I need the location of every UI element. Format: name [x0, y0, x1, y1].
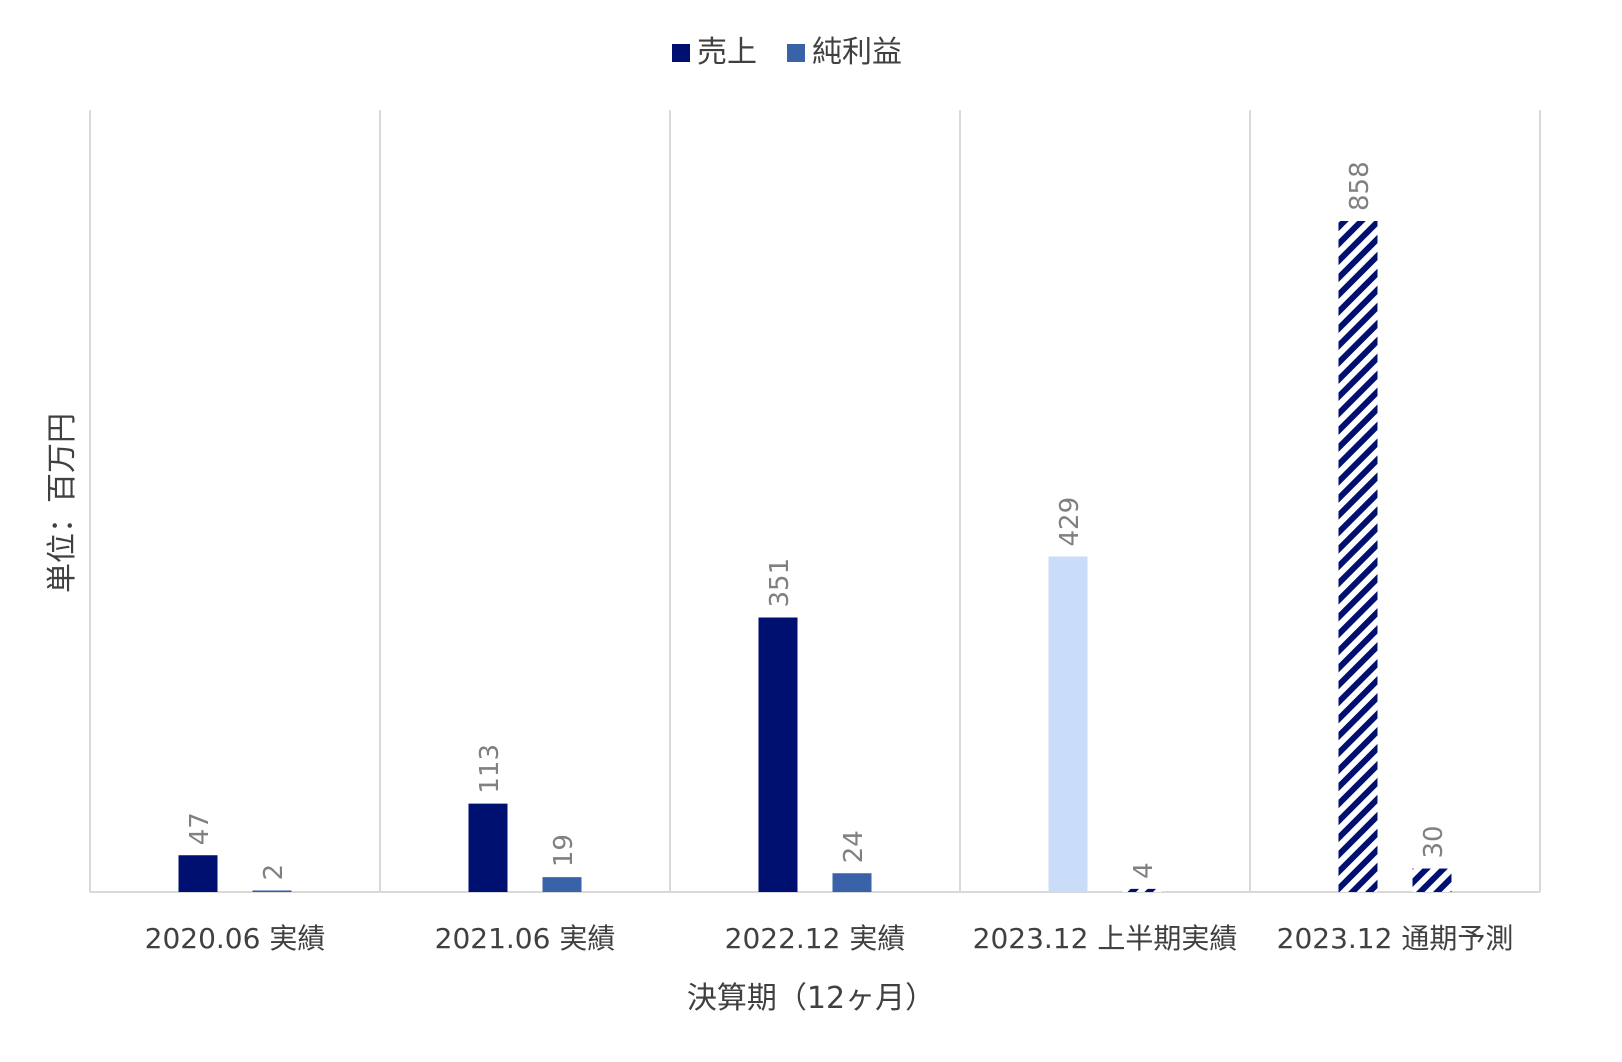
bar-profit-3 [1122, 888, 1162, 892]
data-label-profit-2: 24 [839, 830, 869, 863]
data-label-sales-0: 47 [185, 812, 215, 845]
x-tick-labels: 2020.06 実績 2021.06 実績 2022.12 実績 2023.12 上半… [145, 922, 1514, 955]
x-tick-label-2: 2022.12 実績 [725, 922, 906, 955]
bar-profit-0 [252, 890, 292, 892]
x-tick-label-3: 2023.12 上半期実績 [973, 922, 1238, 955]
bar-sales-4 [1338, 221, 1378, 892]
x-tick-label-0: 2020.06 実績 [145, 922, 326, 955]
legend-swatch-0 [672, 44, 690, 62]
x-tick-label-4: 2023.12 通期予測 [1277, 922, 1514, 955]
x-tick-label-1: 2021.06 実績 [435, 922, 616, 955]
bar-sales-0 [178, 855, 218, 892]
data-label-sales-4: 858 [1345, 161, 1375, 211]
bar-profit-1 [542, 877, 582, 892]
data-label-profit-3: 4 [1129, 862, 1159, 879]
bar-sales-1 [468, 803, 508, 892]
data-label-profit-1: 19 [549, 834, 579, 867]
data-label-profit-4: 30 [1419, 825, 1449, 858]
data-label-sales-3: 429 [1055, 497, 1085, 547]
bar-profit-2 [832, 873, 872, 892]
grid-lines [89, 110, 1541, 893]
legend: 売上 純利益 [672, 35, 902, 70]
legend-label-0: 売上 [697, 35, 757, 70]
bar-profit-4 [1412, 868, 1452, 892]
legend-swatch-1 [787, 44, 805, 62]
data-label-sales-1: 113 [475, 744, 505, 794]
y-axis-label: 単位：百万円 [45, 413, 80, 593]
x-axis-title: 決算期（12ヶ月） [687, 981, 935, 1016]
data-label-sales-2: 351 [765, 558, 795, 608]
data-label-profit-0: 2 [259, 864, 289, 881]
bar-sales-3 [1048, 556, 1088, 892]
data-labels: 47 2 113 19 351 24 429 4 858 30 [185, 161, 1449, 880]
bars [178, 221, 1452, 892]
legend-label-1: 純利益 [812, 35, 902, 70]
bar-sales-2 [758, 617, 798, 892]
